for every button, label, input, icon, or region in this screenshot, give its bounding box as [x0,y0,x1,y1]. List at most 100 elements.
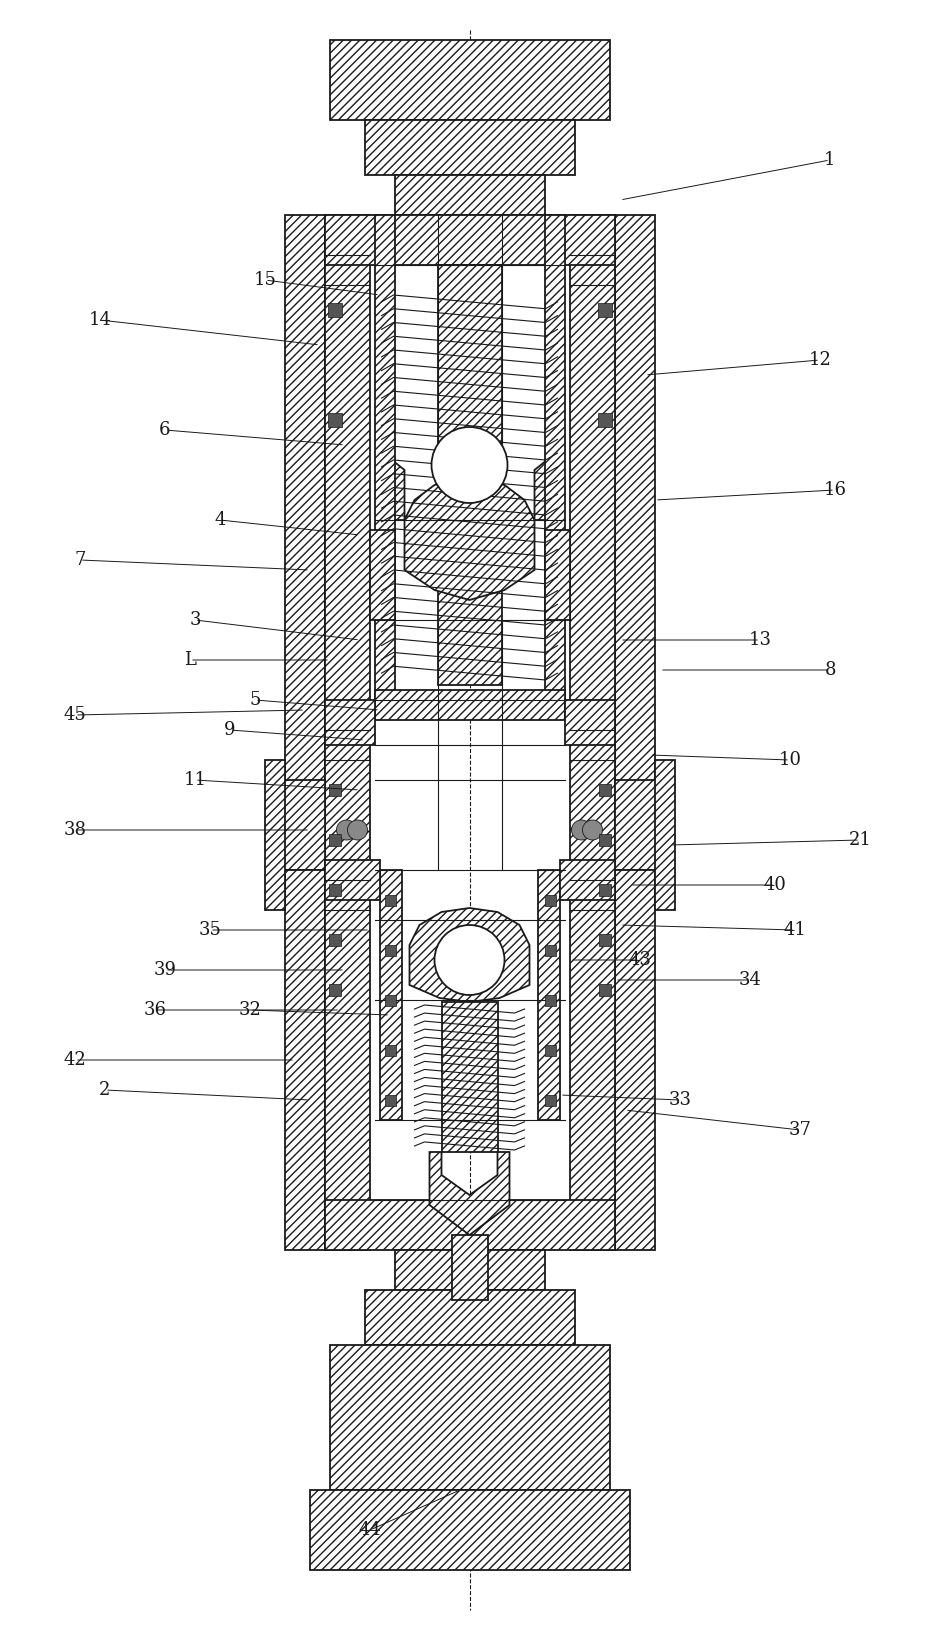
Polygon shape [330,39,609,120]
Polygon shape [537,870,560,1120]
Polygon shape [325,1201,614,1250]
Text: 16: 16 [824,482,846,500]
Polygon shape [379,870,402,1120]
Polygon shape [564,699,614,745]
Bar [328,303,342,318]
Text: 9: 9 [224,721,236,739]
Bar [545,1094,556,1106]
Polygon shape [325,699,375,745]
Text: 38: 38 [64,821,86,839]
Text: 35: 35 [198,921,222,939]
Bar [597,413,611,428]
Polygon shape [310,1491,629,1569]
Text: 43: 43 [628,952,652,970]
Polygon shape [614,780,665,870]
Text: 10: 10 [778,750,802,768]
Bar [329,834,341,845]
Polygon shape [364,120,575,175]
Polygon shape [452,1235,487,1301]
Polygon shape [370,531,394,621]
Bar [545,1045,556,1057]
Polygon shape [429,1152,510,1235]
Text: 11: 11 [183,771,207,790]
Polygon shape [325,215,370,870]
Polygon shape [654,760,674,911]
Polygon shape [405,478,534,600]
Text: 37: 37 [789,1120,811,1138]
Circle shape [347,821,367,840]
Text: 40: 40 [763,876,787,894]
Polygon shape [614,870,654,1250]
Bar [384,894,395,906]
Bar [598,984,610,996]
Text: 14: 14 [88,311,112,329]
Bar [329,934,341,947]
Bar [597,303,611,318]
Text: 8: 8 [824,662,836,680]
Bar [598,785,610,796]
Bar [328,413,342,428]
Text: 4: 4 [214,511,225,529]
Bar [545,945,556,957]
Text: 45: 45 [64,706,86,724]
Circle shape [336,821,357,840]
Polygon shape [545,531,569,621]
Polygon shape [274,780,325,870]
Polygon shape [325,860,379,899]
Bar [384,1045,395,1057]
Polygon shape [438,265,501,685]
Text: 32: 32 [239,1001,261,1019]
Bar [329,885,341,896]
Text: 13: 13 [748,631,772,649]
Polygon shape [375,215,394,699]
Text: 15: 15 [254,270,276,288]
Polygon shape [330,1345,609,1491]
Polygon shape [409,907,530,1002]
Text: 5: 5 [250,691,261,709]
Polygon shape [394,1250,545,1291]
Text: 7: 7 [74,550,85,568]
Text: L: L [184,650,196,668]
Polygon shape [569,215,614,870]
Bar [598,834,610,845]
Polygon shape [325,215,614,265]
Text: 34: 34 [739,971,762,989]
Text: 12: 12 [808,351,831,369]
Polygon shape [545,215,564,699]
Bar [329,785,341,796]
Text: 21: 21 [849,830,871,848]
Bar [384,994,395,1006]
Bar [384,1094,395,1106]
Text: 6: 6 [160,421,171,439]
Text: 1: 1 [824,151,836,169]
Text: 36: 36 [144,1001,166,1019]
Polygon shape [285,870,325,1250]
Text: 3: 3 [190,611,201,629]
Text: 33: 33 [669,1091,691,1109]
Circle shape [432,428,507,503]
Text: 39: 39 [153,962,177,980]
Bar [329,984,341,996]
Text: 42: 42 [64,1052,86,1070]
Polygon shape [614,215,654,870]
Polygon shape [325,870,370,1250]
Bar [598,934,610,947]
Text: 44: 44 [359,1522,381,1540]
Bar [545,994,556,1006]
Polygon shape [265,760,285,911]
Polygon shape [375,690,564,721]
Bar [545,894,556,906]
Polygon shape [569,870,614,1250]
Polygon shape [441,1002,498,1152]
Polygon shape [379,450,405,519]
Bar [384,945,395,957]
Polygon shape [560,860,614,899]
Circle shape [582,821,603,840]
Polygon shape [285,215,325,870]
Polygon shape [394,175,545,215]
Bar [598,885,610,896]
Circle shape [435,925,504,994]
Polygon shape [534,450,560,519]
Text: 41: 41 [783,921,807,939]
Polygon shape [364,1291,575,1345]
